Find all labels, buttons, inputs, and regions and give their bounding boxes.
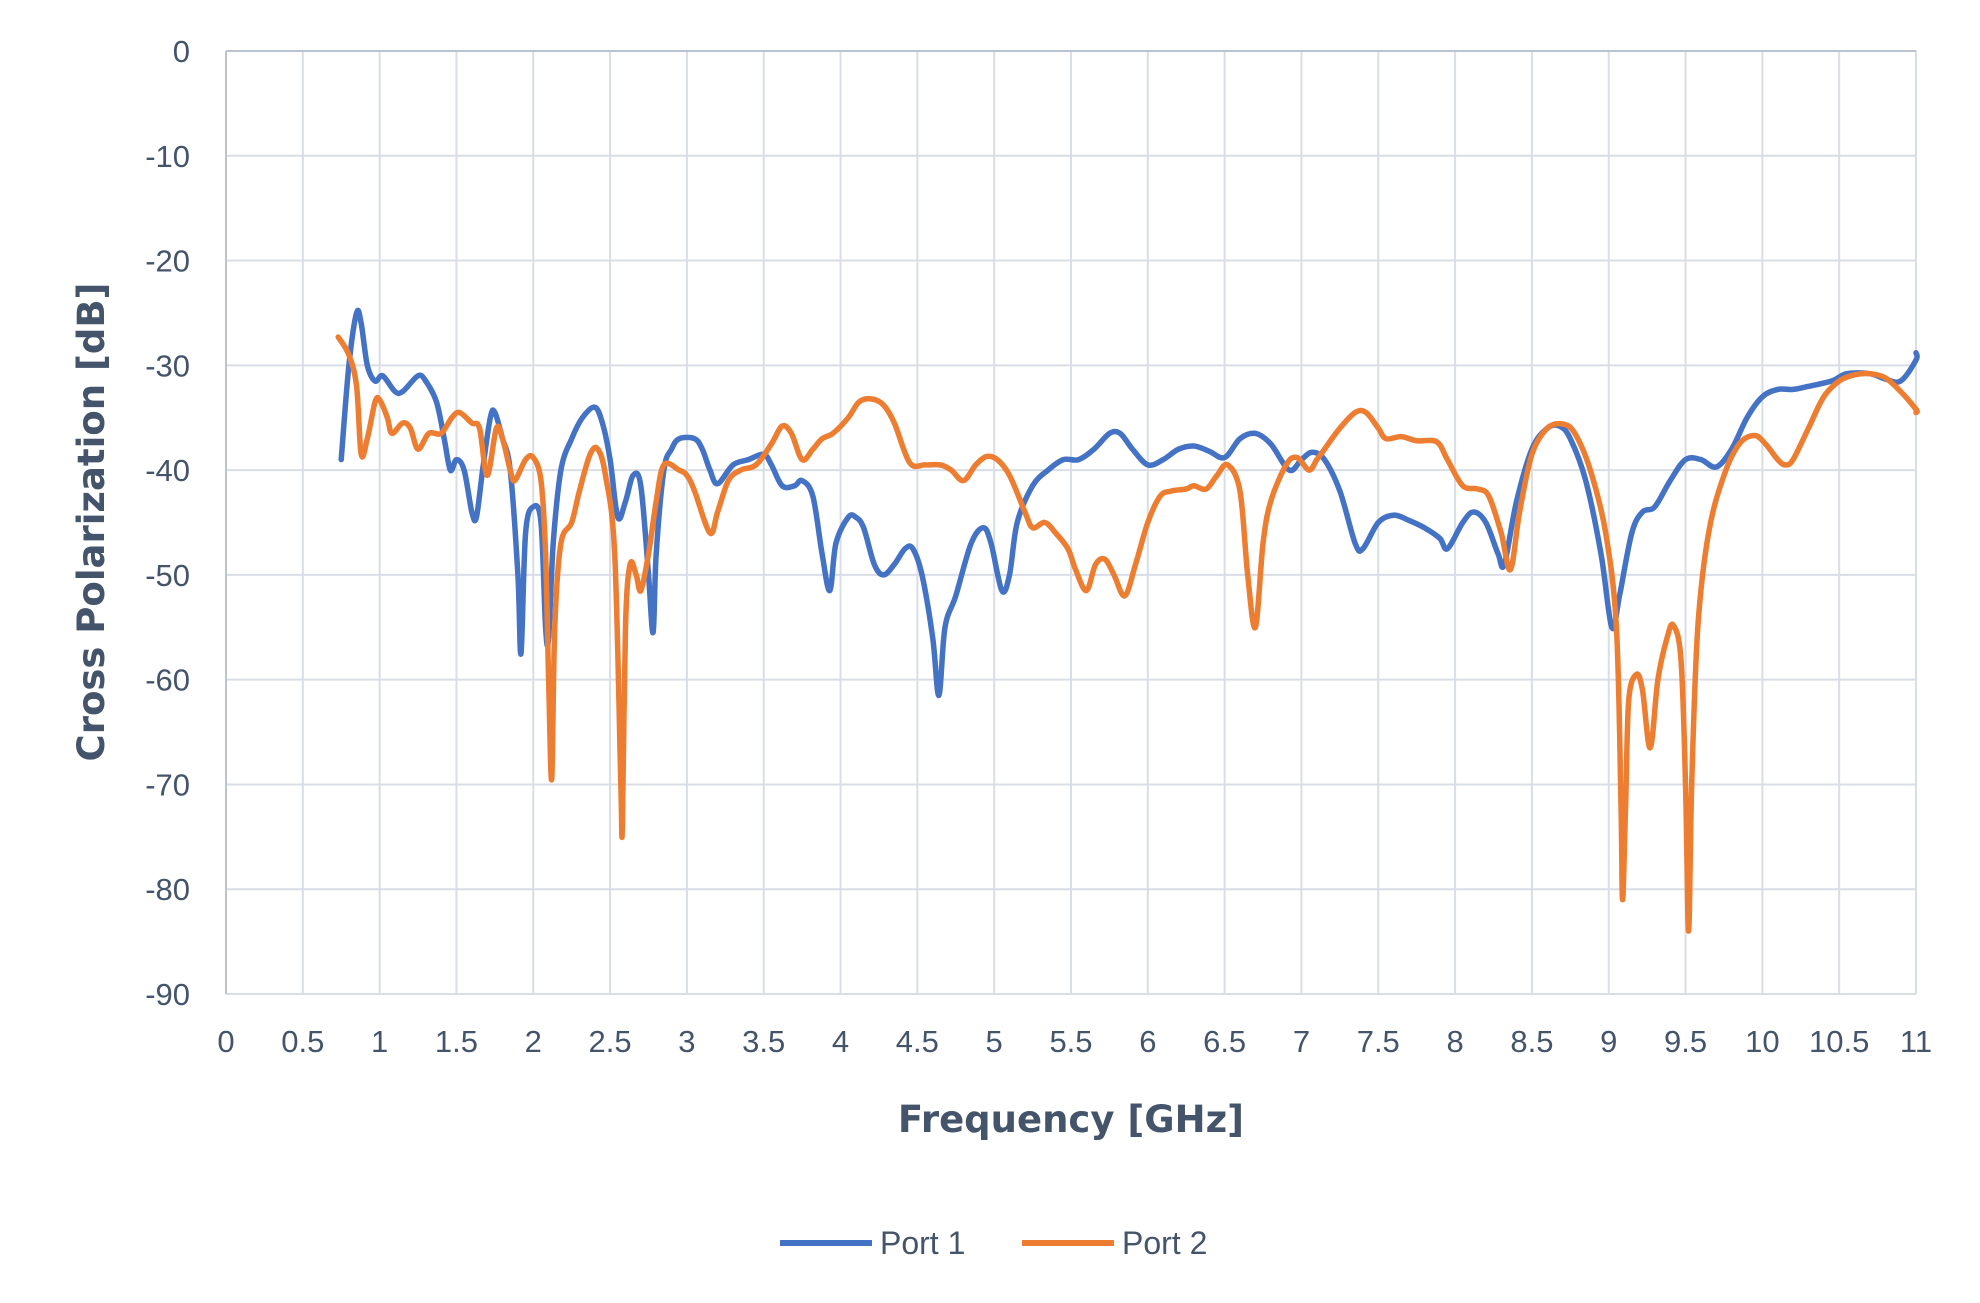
legend-label-port-1: Port 1 bbox=[880, 1225, 965, 1261]
x-tick-label: 6 bbox=[1139, 1024, 1156, 1059]
x-tick-label: 4 bbox=[832, 1024, 849, 1059]
y-tick-label: -90 bbox=[145, 977, 190, 1012]
y-tick-label: -40 bbox=[145, 453, 190, 488]
x-tick-label: 1.5 bbox=[435, 1024, 478, 1059]
x-tick-label: 5.5 bbox=[1049, 1024, 1092, 1059]
series-line-port-1 bbox=[338, 307, 1920, 699]
x-tick-label: 2.5 bbox=[589, 1024, 632, 1059]
x-tick-label: 3.5 bbox=[742, 1024, 785, 1059]
x-tick-label: 8 bbox=[1446, 1024, 1463, 1059]
x-tick-label: 9.5 bbox=[1664, 1024, 1707, 1059]
series-line-port-2 bbox=[335, 334, 1920, 934]
x-tick-label: 11 bbox=[1900, 1024, 1932, 1059]
x-tick-label: 4.5 bbox=[896, 1024, 939, 1059]
x-tick-labels: 0 0.5 1 1.5 2 2.5 3 3.5 4 4.5 5 5.5 6 6.5 7 7.5 8 8.5 9 9.5… bbox=[217, 1024, 1932, 1059]
x-tick-label: 7.5 bbox=[1357, 1024, 1400, 1059]
x-tick-label: 1 bbox=[371, 1024, 388, 1059]
y-tick-label: -10 bbox=[145, 139, 190, 174]
x-tick-label: 10.5 bbox=[1809, 1024, 1869, 1059]
x-tick-label: 5 bbox=[986, 1024, 1003, 1059]
y-tick-label: 0 bbox=[173, 34, 190, 69]
y-tick-label: -20 bbox=[145, 244, 190, 279]
x-tick-label: 6.5 bbox=[1203, 1024, 1246, 1059]
x-tick-label: 10 bbox=[1745, 1024, 1779, 1059]
x-tick-label: 8.5 bbox=[1510, 1024, 1553, 1059]
x-tick-label: 3 bbox=[678, 1024, 695, 1059]
y-tick-label: -30 bbox=[145, 348, 190, 383]
grid bbox=[225, 50, 1917, 995]
x-axis-title: Frequency [GHz] bbox=[898, 1098, 1244, 1141]
y-tick-label: -80 bbox=[145, 872, 190, 907]
y-tick-labels: 0 -10 -20 -30 -40 -50 -60 -70 -80 -90 bbox=[145, 34, 190, 1012]
y-tick-label: -70 bbox=[145, 767, 190, 802]
x-tick-label: 9 bbox=[1600, 1024, 1617, 1059]
legend-label-port-2: Port 2 bbox=[1122, 1225, 1207, 1261]
y-tick-label: -60 bbox=[145, 663, 190, 698]
x-tick-label: 0.5 bbox=[281, 1024, 324, 1059]
x-tick-label: 2 bbox=[525, 1024, 542, 1059]
axes bbox=[225, 50, 1916, 994]
x-tick-label: 0 bbox=[217, 1024, 234, 1059]
series-lines bbox=[335, 307, 1920, 934]
y-tick-label: -50 bbox=[145, 558, 190, 593]
x-tick-label: 7 bbox=[1293, 1024, 1310, 1059]
y-axis-title: Cross Polarization [dB] bbox=[70, 283, 113, 762]
legend: Port 1 Port 2 bbox=[780, 1225, 1207, 1261]
